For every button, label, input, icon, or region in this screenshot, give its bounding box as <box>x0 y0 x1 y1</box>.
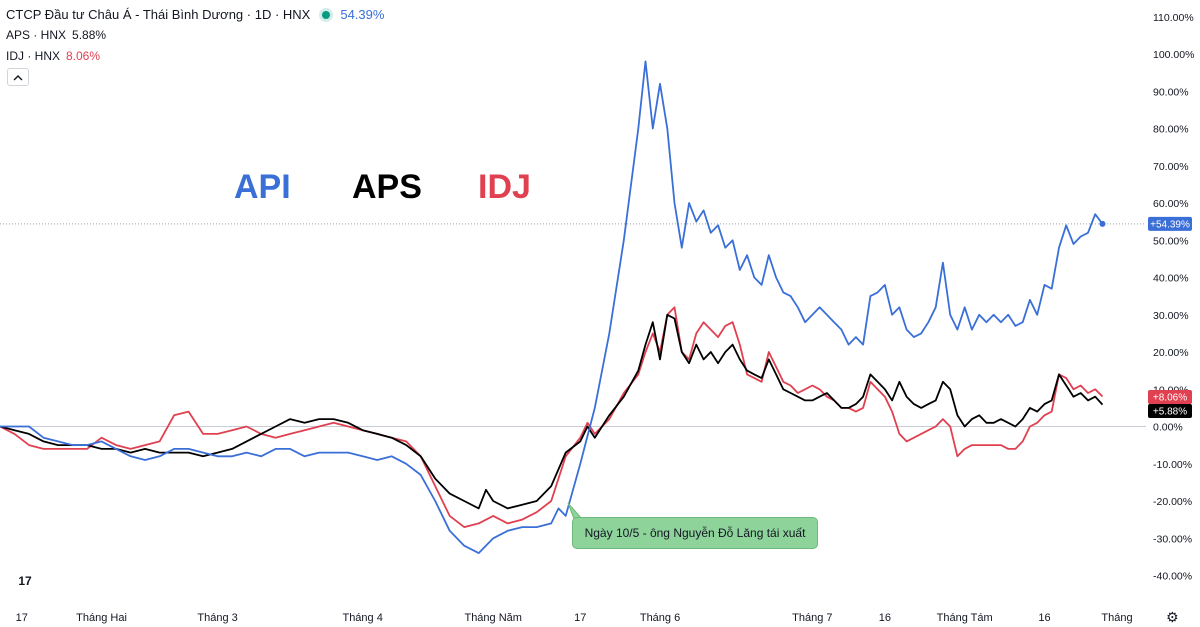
legend-aps-label: APS · HNX <box>6 28 67 42</box>
y-tick-label: 40.00% <box>1153 273 1189 285</box>
x-tick-label: Tháng Năm <box>464 612 521 624</box>
y-tick-label: 20.00% <box>1153 347 1189 359</box>
x-tick-label: Tháng 7 <box>792 612 832 624</box>
y-tick-label: 70.00% <box>1153 161 1189 173</box>
y-axis[interactable]: 110.00% 100.00% 90.00% 80.00% 70.00% 60.00% 50… <box>1153 12 1194 583</box>
legend-row-main[interactable]: CTCP Đầu tư Châu Á - Thái Bình Dương · 1… <box>6 4 384 25</box>
y-tick-label: 110.00% <box>1153 12 1194 24</box>
x-tick-label: Tháng 4 <box>342 612 382 624</box>
x-tick-label: 17 <box>574 612 586 624</box>
x-axis[interactable]: 17 Tháng Hai Tháng 3 Tháng 4 Tháng Năm 17 Thán… <box>16 612 1133 624</box>
y-tick-label: 50.00% <box>1153 235 1189 247</box>
legend-aps-value: 5.88% <box>72 28 107 42</box>
y-tick-label: 30.00% <box>1153 310 1189 322</box>
x-tick-label: Tháng Tám <box>937 612 993 624</box>
x-tick-label: Tháng <box>1101 612 1132 624</box>
last-value-tags: +54.39% +8.06% +5.88% <box>1148 216 1192 418</box>
legend-main-value: 54.39% <box>340 7 385 22</box>
legend-row-idj[interactable]: IDJ · HNX 8.06% <box>6 46 384 67</box>
last-value-tag-aps <box>1148 404 1192 418</box>
y-tick-label: -20.00% <box>1153 496 1192 508</box>
x-tick-label: 17 <box>16 612 28 624</box>
last-value-tag-text: +5.88% <box>1153 407 1187 418</box>
y-tick-label: -30.00% <box>1153 533 1192 545</box>
legend-row-aps[interactable]: APS · HNX 5.88% <box>6 25 384 46</box>
x-tick-label: 16 <box>879 612 891 624</box>
series-line-aps <box>0 313 1104 510</box>
series-line-api <box>0 60 1104 554</box>
chart-grid <box>0 223 1146 427</box>
market-status-dot <box>322 10 331 19</box>
y-tick-label: 90.00% <box>1153 86 1189 98</box>
legend-collapse-button[interactable] <box>7 68 29 86</box>
legend-idj-label: IDJ · HNX <box>6 49 60 63</box>
tradingview-logo[interactable]: 17 <box>18 574 32 588</box>
x-tick-label: Tháng 3 <box>197 612 237 624</box>
x-tick-label: Tháng 6 <box>640 612 680 624</box>
last-value-tag-api <box>1148 216 1192 231</box>
big-label-api: API <box>234 168 291 206</box>
y-tick-label: 0.00% <box>1153 422 1183 434</box>
annotation-callout: Ngày 10/5 - ông Nguyễn Đỗ Lăng tái xuất <box>572 517 818 549</box>
x-tick-label: Tháng Hai <box>76 612 127 624</box>
gear-icon[interactable]: ⚙ <box>1166 609 1179 625</box>
series-legend: CTCP Đầu tư Châu Á - Thái Bình Dương · 1… <box>6 4 384 67</box>
chart-series <box>0 60 1106 554</box>
series-line-idj <box>0 306 1104 528</box>
last-point-marker <box>1099 220 1106 227</box>
y-tick-label: 100.00% <box>1153 49 1194 61</box>
x-tick-label: 16 <box>1038 612 1050 624</box>
y-tick-label: -10.00% <box>1153 459 1192 471</box>
legend-idj-value: 8.06% <box>66 49 101 63</box>
y-tick-label: 80.00% <box>1153 124 1189 136</box>
y-tick-label: -40.00% <box>1153 571 1192 583</box>
last-value-tag-text: +54.39% <box>1150 219 1190 230</box>
y-tick-label: 60.00% <box>1153 198 1189 210</box>
last-value-tag-idj <box>1148 390 1192 404</box>
big-label-idj: IDJ <box>478 168 531 206</box>
big-label-aps: APS <box>352 168 422 206</box>
legend-main-title: CTCP Đầu tư Châu Á - Thái Bình Dương · 1… <box>6 7 311 22</box>
last-value-tag-text: +8.06% <box>1153 393 1187 404</box>
chevron-up-icon <box>13 74 23 80</box>
